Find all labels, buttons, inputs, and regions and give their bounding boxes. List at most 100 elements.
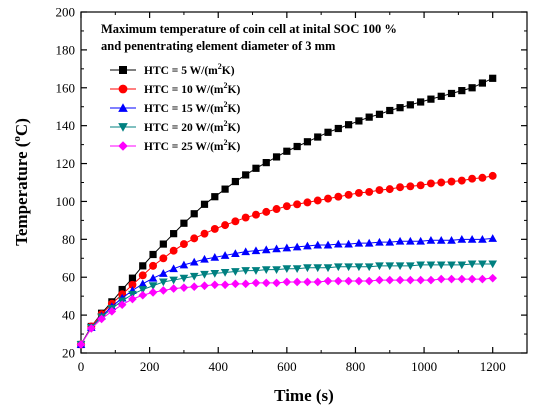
data-point: [313, 277, 323, 287]
data-point: [354, 263, 364, 272]
legend-item: HTC = 10 W/(m2K): [110, 81, 240, 96]
data-point: [344, 239, 353, 248]
chart-title-line-2: and penentrating element diameter of 3 m…: [101, 39, 336, 53]
data-point: [282, 243, 292, 252]
data-point: [231, 249, 240, 257]
data-point: [395, 275, 405, 285]
data-point: [169, 276, 178, 285]
data-point: [200, 254, 209, 263]
x-tick-label: 0: [78, 359, 85, 374]
legend-label: HTC = 10 W/(m2K): [144, 81, 240, 96]
data-point: [447, 274, 456, 284]
data-point: [488, 171, 497, 180]
data-point: [211, 193, 219, 201]
data-point: [436, 274, 446, 284]
data-point: [333, 239, 343, 248]
data-point: [416, 236, 425, 245]
data-point: [293, 142, 301, 151]
data-point: [241, 279, 250, 289]
data-point: [375, 110, 384, 118]
y-tick-label: 200: [56, 5, 76, 20]
data-point: [251, 267, 261, 275]
data-point: [478, 235, 487, 243]
data-point: [148, 273, 158, 282]
data-point: [148, 288, 158, 297]
data-point: [272, 244, 281, 253]
data-point: [395, 262, 405, 271]
data-point: [323, 240, 333, 249]
data-point: [231, 217, 240, 226]
data-point: [169, 264, 178, 273]
data-point: [200, 281, 209, 291]
data-point: [426, 235, 436, 244]
data-point: [282, 277, 292, 287]
data-point: [189, 272, 199, 281]
data-point: [457, 235, 467, 243]
y-tick-label: 80: [62, 232, 75, 247]
series-5: [76, 273, 498, 349]
data-point: [128, 274, 137, 282]
data-point: [467, 235, 477, 243]
legend-item: HTC = 25 W/(m2K): [110, 138, 240, 153]
data-point: [303, 198, 312, 207]
data-point: [128, 280, 137, 289]
data-point: [436, 235, 446, 244]
data-point: [169, 246, 178, 255]
data-point: [303, 241, 312, 250]
data-point: [97, 314, 106, 324]
data-point: [251, 278, 261, 288]
data-point: [179, 283, 189, 292]
legend-label-end: K): [228, 103, 241, 115]
data-point: [426, 275, 436, 285]
x-tick-label: 1000: [411, 359, 437, 374]
series-1: [77, 74, 497, 349]
data-point: [416, 181, 425, 190]
data-point: [128, 294, 137, 304]
x-tick-label: 200: [140, 359, 160, 374]
data-point: [457, 274, 467, 284]
data-point: [138, 271, 147, 280]
y-tick-label: 100: [56, 194, 76, 209]
data-point: [292, 277, 302, 287]
data-point: [478, 173, 487, 182]
data-point: [324, 128, 332, 136]
data-point: [488, 273, 498, 283]
y-axis-title-main: Temperature (: [12, 141, 31, 246]
data-point: [447, 261, 456, 270]
legend-label-end: K): [222, 65, 235, 77]
data-point: [323, 276, 333, 286]
data-point: [345, 121, 353, 129]
data-point: [118, 285, 126, 294]
data-point: [241, 213, 250, 222]
data-point: [385, 262, 395, 271]
legend-label-sup: 2: [224, 119, 228, 128]
data-point: [221, 185, 229, 193]
data-point: [272, 266, 281, 274]
data-point: [314, 133, 322, 141]
data-point: [406, 275, 415, 285]
y-tick-label: 180: [56, 42, 76, 57]
data-point: [189, 282, 199, 292]
data-point: [324, 194, 332, 203]
data-point: [242, 171, 250, 179]
legend-marker: [118, 103, 128, 112]
data-point: [375, 275, 384, 285]
data-point: [261, 245, 271, 254]
data-point: [139, 262, 147, 270]
data-point: [458, 87, 466, 95]
legend-label: HTC = 15 W/(m2K): [144, 100, 240, 115]
legend-label-text: HTC = 10 W/(m: [144, 84, 224, 96]
data-point: [221, 221, 230, 230]
legend-marker: [118, 123, 128, 132]
data-point: [138, 286, 148, 294]
data-point: [200, 200, 209, 208]
data-point: [190, 210, 198, 218]
legend-label-sup: 2: [218, 62, 222, 71]
data-point: [292, 242, 302, 251]
data-point: [189, 257, 199, 266]
y-tick-label: 160: [56, 80, 76, 95]
data-point: [262, 159, 270, 167]
data-point: [334, 192, 343, 201]
data-point: [375, 186, 384, 195]
